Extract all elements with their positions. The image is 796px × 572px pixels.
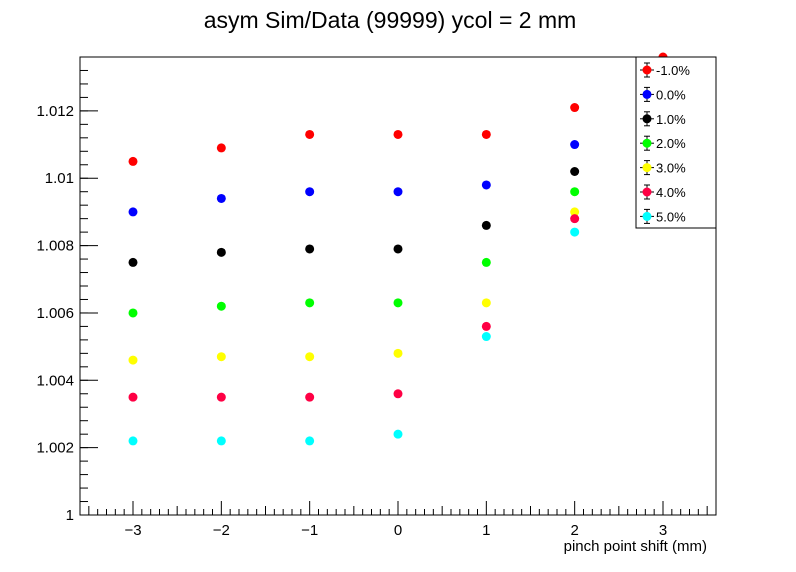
data-point: [305, 244, 315, 254]
data-point: [570, 103, 580, 113]
legend-label: 4.0%: [656, 185, 686, 200]
data-point: [393, 244, 403, 254]
x-tick-label: −3: [124, 522, 141, 539]
data-point: [216, 247, 226, 257]
series: [128, 227, 580, 446]
legend-entry: 1.0%: [640, 111, 686, 127]
x-axis: −3 −2 −1 0 1 2 3: [88, 501, 708, 539]
data-point: [128, 257, 138, 267]
x-tick-label: −2: [213, 522, 230, 539]
legend-marker: [642, 65, 652, 75]
data-point: [393, 348, 403, 358]
data-point: [393, 389, 403, 399]
x-tick-label: 0: [394, 522, 402, 539]
data-point: [305, 298, 315, 308]
legend-label: 2.0%: [656, 136, 686, 151]
data-point: [128, 308, 138, 318]
y-tick-label: 1.012: [36, 103, 74, 120]
data-point: [481, 220, 491, 230]
x-tick-label: 2: [570, 522, 578, 539]
data-point: [570, 167, 580, 176]
data-point: [570, 187, 580, 197]
y-tick-label: 1: [66, 507, 74, 524]
data-point: [481, 180, 491, 190]
data-point: [128, 355, 138, 365]
legend-marker: [642, 89, 652, 99]
data-point: [393, 187, 403, 197]
data-point: [305, 187, 315, 197]
chart-title: asym Sim/Data (99999) ycol = 2 mm: [204, 7, 577, 33]
legend-entry: -1.0%: [640, 62, 690, 78]
legend-entry: 3.0%: [640, 160, 686, 176]
legend-label: 1.0%: [656, 112, 686, 127]
data-point: [481, 129, 491, 139]
data-point: [216, 143, 226, 153]
legend-entry: 4.0%: [640, 184, 686, 200]
data-point: [570, 140, 580, 150]
series: [128, 140, 580, 217]
data-point: [128, 156, 138, 166]
series: [128, 167, 580, 267]
legend-label: 0.0%: [656, 87, 686, 102]
data-point: [570, 227, 580, 237]
y-tick-label: 1.01: [45, 170, 74, 187]
series: [128, 52, 668, 166]
x-tick-label: 1: [482, 522, 490, 539]
legend-label: 3.0%: [656, 161, 686, 176]
data-point: [216, 436, 226, 446]
data-point: [570, 214, 580, 224]
data-point: [393, 129, 403, 139]
data-point: [481, 257, 491, 267]
data-point: [305, 129, 315, 139]
data-point: [216, 352, 226, 362]
data-point: [393, 429, 403, 439]
data-point: [128, 392, 138, 402]
data-point: [128, 207, 138, 217]
data-point: [216, 392, 226, 402]
legend-marker: [642, 187, 652, 197]
x-axis-title: pinch point shift (mm): [564, 538, 707, 555]
legend-label: -1.0%: [656, 63, 690, 78]
data-point: [481, 332, 491, 342]
data-point: [305, 436, 315, 446]
data-point: [305, 352, 315, 362]
plot-frame: [79, 56, 717, 516]
data-point: [216, 193, 226, 203]
data-point: [481, 298, 491, 308]
data-point: [570, 207, 580, 217]
legend-marker: [642, 138, 652, 148]
legend-entry: 2.0%: [640, 135, 686, 151]
data-point: [305, 392, 315, 402]
series: [128, 207, 580, 365]
legend-marker: [642, 211, 652, 221]
x-tick-label: 3: [659, 522, 667, 539]
y-axis: 1 1.002 1.004 1.006 1.008 1.01 1.012: [36, 56, 98, 524]
legend-label: 5.0%: [656, 209, 686, 224]
data-point: [393, 298, 403, 308]
legend-entry: 0.0%: [640, 86, 686, 102]
legend-marker: [642, 163, 652, 173]
data-points: [128, 52, 668, 446]
x-tick-label: −1: [301, 522, 318, 539]
legend-entry: 5.0%: [640, 208, 686, 224]
legend-marker: [642, 114, 652, 124]
series: [128, 214, 580, 402]
y-tick-label: 1.006: [36, 305, 74, 322]
data-point: [216, 301, 226, 311]
data-point: [128, 436, 138, 446]
legend: -1.0% 0.0% 1.0% 2.0% 3.0% 4.0% 5.0%: [635, 56, 717, 229]
y-tick-label: 1.002: [36, 440, 74, 457]
series: [128, 187, 580, 318]
y-tick-label: 1.004: [36, 372, 74, 389]
y-tick-label: 1.008: [36, 238, 74, 255]
data-point: [481, 321, 491, 331]
